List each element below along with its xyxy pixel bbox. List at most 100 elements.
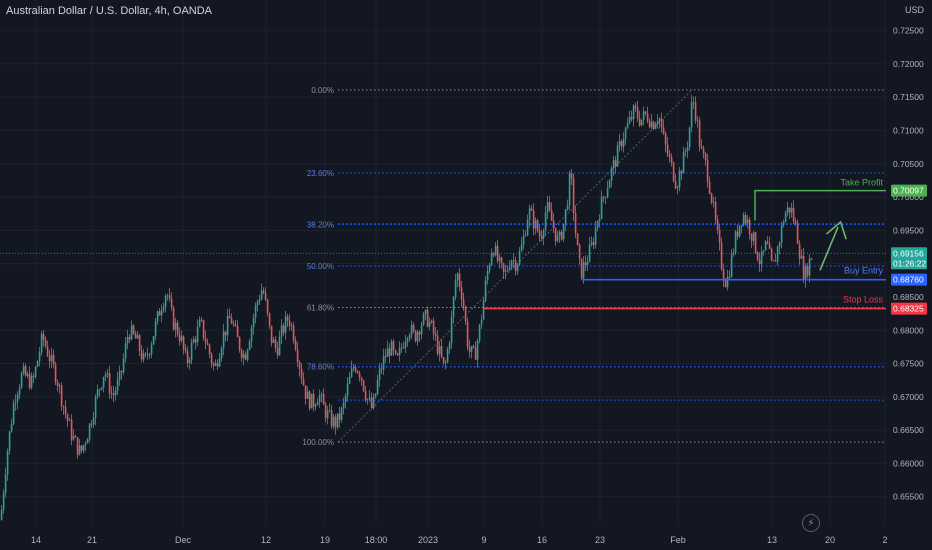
candle [798,243,801,259]
candle [648,121,651,128]
candle [630,116,633,120]
candle [278,336,281,356]
y-tick-label: 0.67000 [893,392,924,402]
candle [494,245,497,256]
candle [430,320,433,323]
x-tick-label: Dec [175,535,192,545]
fib-level-label: 0.00% [311,86,334,95]
candle [96,389,99,397]
candle [548,202,551,211]
candle [394,350,397,354]
candle [140,350,143,360]
candle [720,242,723,270]
candle [12,403,15,424]
lightning-bolt-icon[interactable]: ⚡ [802,514,820,532]
candle [378,368,381,381]
y-tick-label: 0.70000 [893,192,924,202]
candle [610,167,613,181]
candle [770,248,773,261]
candle [202,320,205,339]
candle [480,319,483,325]
y-tick-label: 0.65500 [893,492,924,502]
stop-loss-price-tag-text: 0.68325 [893,304,924,314]
buy-entry-price-tag: 0.68760 [891,273,927,286]
candle [532,210,535,229]
candle [198,319,201,327]
candle [160,310,163,316]
candle [354,367,357,372]
candle [48,356,51,362]
candle [562,224,565,240]
candle [318,395,321,403]
candle [650,121,653,128]
candle [452,296,455,317]
candle [174,322,177,330]
candle [788,207,791,213]
candle [424,309,427,314]
candle [88,423,91,440]
candle [530,208,533,211]
candle [774,261,777,262]
current-price-tag-countdown: 01:26:22 [893,258,926,268]
candle [284,316,287,333]
candle [574,213,577,234]
candle [106,373,109,375]
candle [536,220,539,232]
candle [70,419,73,440]
candle [162,306,165,311]
candle [30,375,33,388]
candle [336,413,339,428]
candle [390,341,393,356]
candle [4,474,7,493]
candle [58,385,61,387]
candle [196,326,199,343]
y-tick-label: 0.70500 [893,159,924,169]
candle [644,111,647,114]
candle [462,299,465,308]
fib-level-label: 38.20% [307,220,334,229]
candle [164,295,167,307]
candle [708,181,711,194]
candle [330,410,333,427]
candle [716,219,719,230]
candle [310,393,313,409]
candle [654,124,657,129]
candle [24,366,27,376]
buy-entry-price-tag-text: 0.68760 [893,275,924,285]
candle [554,227,557,242]
candle [790,207,793,213]
candle [434,333,437,336]
candle [712,202,715,203]
candle [242,354,245,358]
symbol-title[interactable]: Australian Dollar / U.S. Dollar, 4h, OAN… [6,5,213,17]
candle [384,355,387,358]
candle [694,102,697,121]
current-price-tag-text: 0.69156 [893,248,924,258]
candle [782,222,785,226]
candle [768,243,771,249]
y-tick-label: 0.67500 [893,359,924,369]
candle [176,322,179,335]
candle [632,105,635,120]
candle [22,366,25,374]
candle [344,395,347,403]
candle [86,439,89,444]
candle [736,231,739,237]
candle [572,178,575,214]
candle [470,346,473,352]
candle [224,331,227,336]
candle [464,307,467,322]
candle [158,311,161,316]
candle [576,233,579,246]
candle [94,396,97,418]
candle [416,332,419,342]
take-profit-price-tag: 0.70097 [891,184,927,197]
candle [26,373,29,376]
x-tick-label: 2023 [418,535,438,545]
candle [234,324,237,326]
candle [726,276,729,288]
candle [128,337,131,340]
candle [568,173,571,205]
